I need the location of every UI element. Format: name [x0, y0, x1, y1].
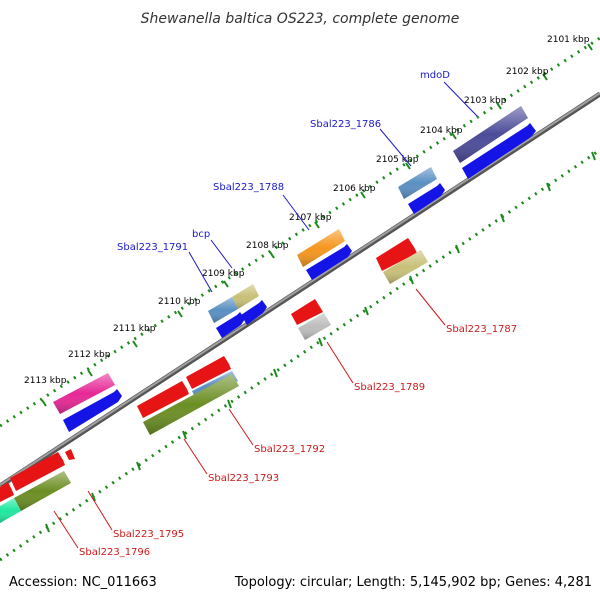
gene-sbal223-1794[interactable] — [65, 449, 75, 460]
gene-bcp-gloss — [232, 284, 259, 309]
label-sbal223-1787: Sbal223_1787 — [446, 324, 517, 335]
gene-sbal223-1792[interactable] — [186, 356, 231, 389]
label-sbal223-1791: Sbal223_1791 — [117, 242, 188, 253]
tick-label-2111: 2111 kbp — [113, 324, 156, 334]
tick-label-2104: 2104 kbp — [420, 126, 463, 136]
map-title: Shewanella baltica OS223, complete genom… — [141, 11, 460, 27]
box-sbal223-1796-gloss — [0, 498, 21, 523]
reverse-genes — [0, 238, 417, 502]
forward-tick-line — [0, 36, 600, 428]
tick-label-2108: 2108 kbp — [246, 241, 289, 251]
reverse-leader-lines — [53, 288, 446, 549]
tick-label-2102: 2102 kbp — [506, 67, 549, 77]
box-sbal223-1793-gloss — [143, 374, 239, 435]
label-sbal223-1796: Sbal223_1796 — [79, 547, 150, 558]
reverse-tick-marks — [45, 151, 596, 533]
box-sbal223-1789-gloss — [298, 313, 331, 340]
gene-sbal223-1786-gloss — [398, 167, 437, 199]
gene-sbal223-1793[interactable] — [137, 381, 189, 418]
tick-label-2101: 2101 kbp — [547, 35, 590, 45]
cds-sbal223-1791[interactable] — [216, 312, 245, 338]
tick-label-2109: 2109 kbp — [202, 269, 245, 279]
label-sbal223-1788: Sbal223_1788 — [213, 182, 284, 193]
cds-sbal223-1786[interactable] — [408, 183, 445, 214]
gene-sbal223-1796[interactable] — [0, 482, 14, 502]
tick-label-2110: 2110 kbp — [158, 297, 201, 307]
forward-cds — [63, 123, 536, 432]
gene-sbal223-1787[interactable] — [376, 238, 417, 271]
label-bcp: bcp — [192, 229, 210, 240]
reverse-tick-line — [0, 148, 600, 562]
label-sbal223-1795: Sbal223_1795 — [113, 529, 184, 540]
tick-label-2112: 2112 kbp — [68, 350, 111, 360]
forward-genes — [53, 106, 528, 414]
box-sbal223-1795-gloss — [14, 471, 71, 511]
label-sbal223-1792: Sbal223_1792 — [254, 444, 325, 455]
label-sbal223-1793: Sbal223_1793 — [208, 473, 279, 484]
reverse-boxes — [0, 250, 428, 523]
cds-mdoD[interactable] — [462, 123, 536, 179]
tick-label-2105: 2105 kbp — [376, 155, 419, 165]
gene-mdoD-gloss — [453, 106, 528, 163]
tick-labels: 2101 kbp 2102 kbp 2103 kbp 2104 kbp 2105… — [24, 35, 590, 386]
tick-label-2106: 2106 kbp — [333, 184, 376, 194]
gene-sbal223-1789[interactable] — [291, 299, 323, 325]
label-sbal223-1786: Sbal223_1786 — [310, 119, 381, 130]
cds-bcp[interactable] — [241, 300, 267, 325]
box-sbal223-1787-gloss — [383, 250, 428, 284]
genome-summary-text: Topology: circular; Length: 5,145,902 bp… — [234, 575, 592, 590]
gene-sbal223-1795[interactable] — [10, 452, 65, 491]
reverse-gene-labels: Sbal223_1787 Sbal223_1789 Sbal223_1792 S… — [79, 324, 517, 558]
genome-backbone-highlight — [0, 92, 600, 486]
tick-label-2103: 2103 kbp — [464, 96, 507, 106]
cds-sbal223-1788[interactable] — [306, 244, 352, 280]
accession-text: Accession: NC_011663 — [9, 575, 157, 590]
label-sbal223-1789: Sbal223_1789 — [354, 382, 425, 393]
forward-leader-lines — [188, 81, 478, 293]
cds-magenta[interactable] — [63, 389, 122, 432]
tick-label-2107: 2107 kbp — [289, 213, 332, 223]
gene-sbal223-1788-gloss — [297, 229, 345, 267]
forward-gene-labels: mdoD Sbal223_1786 Sbal223_1788 bcp Sbal2… — [117, 70, 450, 253]
label-mdoD: mdoD — [420, 70, 450, 81]
tick-label-2113: 2113 kbp — [24, 376, 67, 386]
forward-tick-marks — [41, 43, 593, 407]
gene-sbal223-1791-gloss — [208, 297, 238, 323]
gene-magenta-gloss — [53, 373, 115, 414]
